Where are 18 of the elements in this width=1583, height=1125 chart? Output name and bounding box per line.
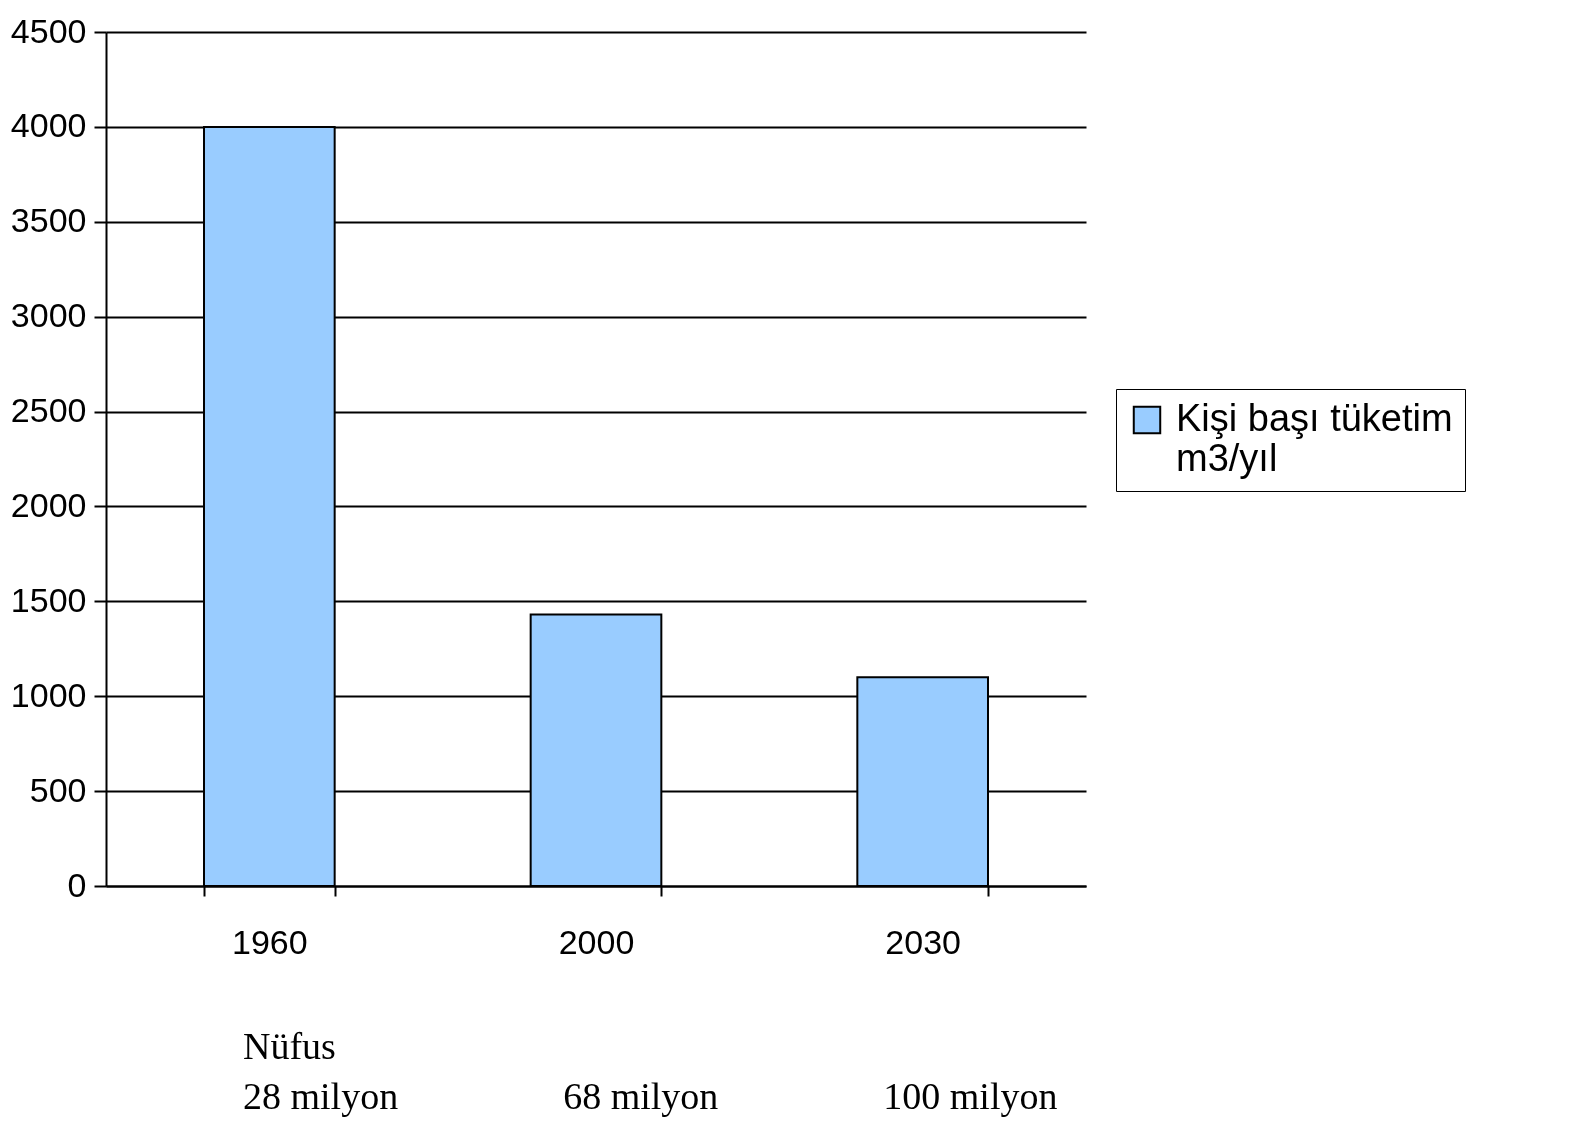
y-tick-label: 3000 [10, 296, 87, 335]
y-tick-label: 500 [29, 770, 87, 809]
text: 100 milyon [883, 1075, 1058, 1117]
y-tick-label: 4500 [10, 11, 87, 50]
y-tick-label: 1500 [10, 580, 87, 619]
y-tick-label: 0 [67, 865, 87, 904]
y-tick-label: 4000 [10, 106, 87, 145]
x-tick-label: 2000 [558, 922, 635, 961]
text: 28 milyon [243, 1075, 399, 1117]
x-tick-label: 2030 [885, 922, 961, 961]
text: Nüfus [243, 1025, 336, 1067]
y-tick-label: 1000 [10, 675, 87, 714]
text: 68 milyon [563, 1075, 719, 1117]
legend-label: Kişi başı tüketim m3/yıl [1176, 397, 1453, 479]
x-tick-label: 1960 [232, 922, 308, 961]
y-tick-label: 3500 [10, 201, 87, 240]
y-tick-label: 2000 [10, 485, 87, 524]
y-tick-label: 2500 [10, 391, 87, 430]
